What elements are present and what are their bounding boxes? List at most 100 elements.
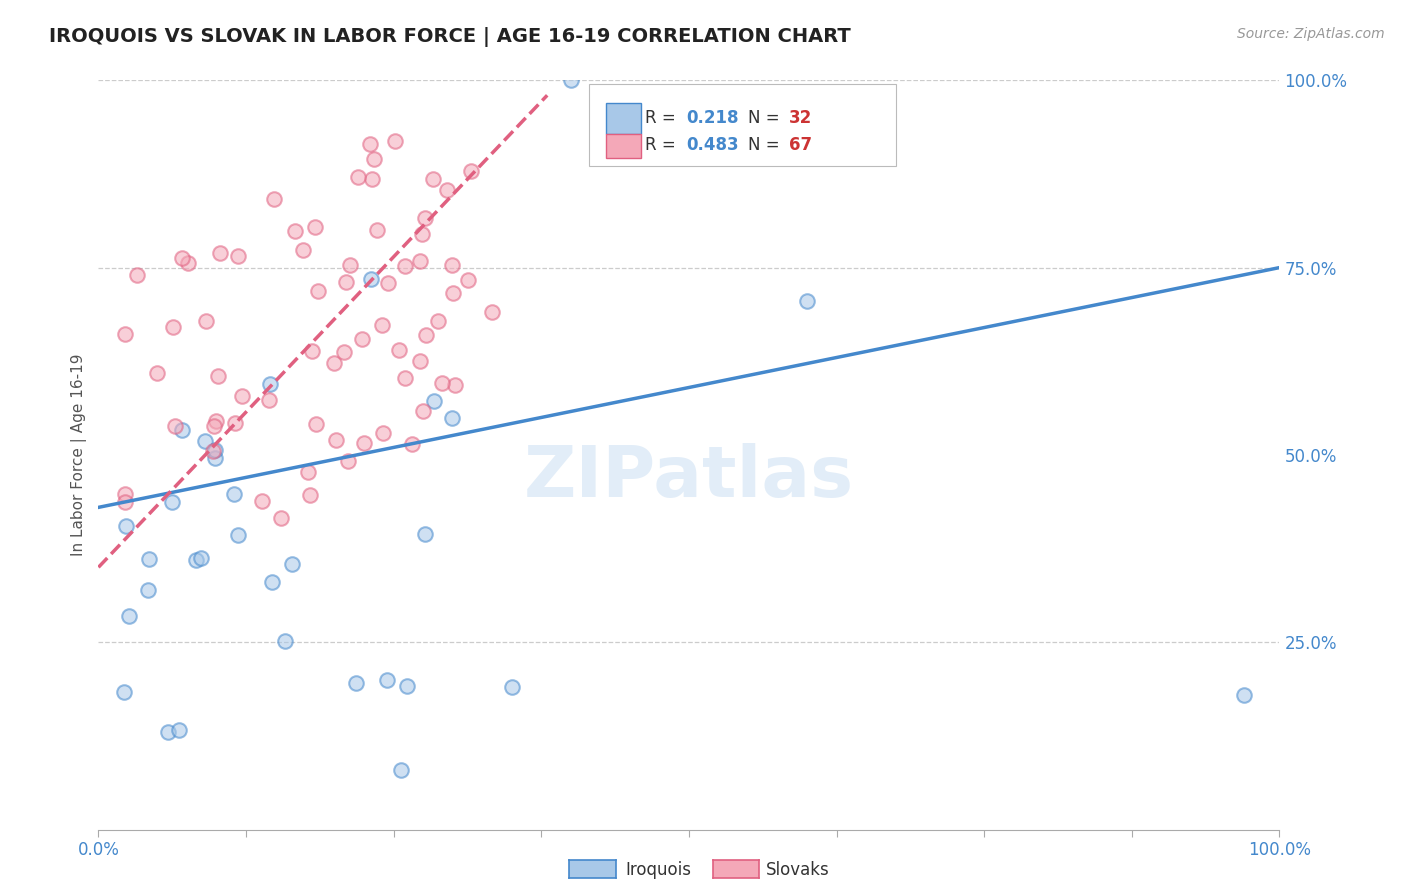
Point	[231, 389, 253, 403]
FancyBboxPatch shape	[589, 84, 896, 167]
Point	[337, 454, 360, 468]
Point	[394, 371, 416, 385]
Point	[208, 245, 231, 260]
Point	[146, 366, 169, 380]
Point	[333, 344, 356, 359]
Point	[412, 404, 434, 418]
Point	[359, 136, 381, 151]
Point	[262, 575, 284, 590]
Text: R =: R =	[645, 109, 682, 127]
Point	[366, 223, 388, 237]
Point	[1233, 688, 1256, 702]
Point	[360, 171, 382, 186]
Point	[353, 436, 375, 450]
Text: N =: N =	[748, 109, 785, 127]
Point	[430, 376, 453, 390]
Point	[114, 327, 136, 342]
Point	[167, 723, 190, 737]
Point	[190, 550, 212, 565]
Point	[138, 552, 160, 566]
Point	[339, 259, 361, 273]
Point	[224, 416, 246, 430]
Point	[172, 423, 194, 437]
Point	[426, 314, 449, 328]
Point	[360, 272, 382, 286]
Point	[363, 153, 385, 167]
Y-axis label: In Labor Force | Age 16-19: In Labor Force | Age 16-19	[72, 353, 87, 557]
Point	[415, 327, 437, 342]
Point	[401, 437, 423, 451]
Text: Slovaks: Slovaks	[766, 861, 830, 879]
Point	[347, 169, 370, 184]
Point	[202, 419, 225, 434]
Text: Iroquois: Iroquois	[626, 861, 692, 879]
Point	[184, 553, 207, 567]
Point	[408, 354, 430, 368]
Point	[389, 763, 412, 777]
Point	[441, 411, 464, 425]
Point	[112, 684, 135, 698]
FancyBboxPatch shape	[606, 134, 641, 158]
Point	[263, 192, 285, 206]
Point	[501, 680, 523, 694]
Text: R =: R =	[645, 136, 682, 154]
Point	[423, 393, 446, 408]
Point	[481, 305, 503, 319]
Point	[270, 510, 292, 524]
Text: 67: 67	[789, 136, 813, 154]
Point	[274, 634, 297, 648]
Point	[193, 434, 215, 448]
Point	[413, 527, 436, 541]
Point	[325, 433, 347, 447]
Point	[114, 495, 136, 509]
Point	[409, 254, 432, 268]
Point	[204, 442, 226, 457]
Point	[281, 557, 304, 571]
Text: 32: 32	[789, 109, 813, 127]
Point	[136, 582, 159, 597]
Point	[441, 286, 464, 301]
Point	[335, 275, 357, 289]
Point	[440, 258, 463, 272]
Point	[436, 183, 458, 197]
Text: 0.483: 0.483	[686, 136, 740, 154]
Point	[350, 332, 373, 346]
Point	[204, 451, 226, 466]
Text: Source: ZipAtlas.com: Source: ZipAtlas.com	[1237, 27, 1385, 41]
Text: IROQUOIS VS SLOVAK IN LABOR FORCE | AGE 16-19 CORRELATION CHART: IROQUOIS VS SLOVAK IN LABOR FORCE | AGE …	[49, 27, 851, 46]
Point	[394, 259, 416, 273]
Point	[301, 344, 323, 359]
Point	[307, 284, 329, 298]
Point	[115, 519, 138, 533]
Point	[257, 393, 280, 408]
Point	[170, 251, 193, 265]
Point	[201, 444, 224, 458]
Point	[156, 725, 179, 739]
Point	[395, 680, 418, 694]
Point	[205, 414, 228, 428]
Point	[299, 488, 322, 502]
Point	[375, 673, 398, 687]
Point	[226, 528, 249, 542]
Point	[371, 425, 394, 440]
Point	[252, 494, 274, 508]
Point	[222, 487, 245, 501]
Point	[388, 343, 411, 358]
Point	[114, 487, 136, 501]
Point	[344, 676, 367, 690]
Point	[292, 243, 315, 257]
Point	[796, 293, 818, 308]
Point	[377, 276, 399, 290]
Text: N =: N =	[748, 136, 785, 154]
Point	[127, 268, 149, 283]
Point	[118, 609, 141, 624]
Point	[304, 219, 326, 234]
Text: ZIPatlas: ZIPatlas	[524, 443, 853, 512]
Point	[165, 419, 187, 434]
Point	[443, 378, 465, 392]
Point	[460, 164, 482, 178]
Point	[284, 224, 307, 238]
Point	[160, 495, 183, 509]
Point	[162, 319, 184, 334]
Point	[259, 377, 281, 392]
